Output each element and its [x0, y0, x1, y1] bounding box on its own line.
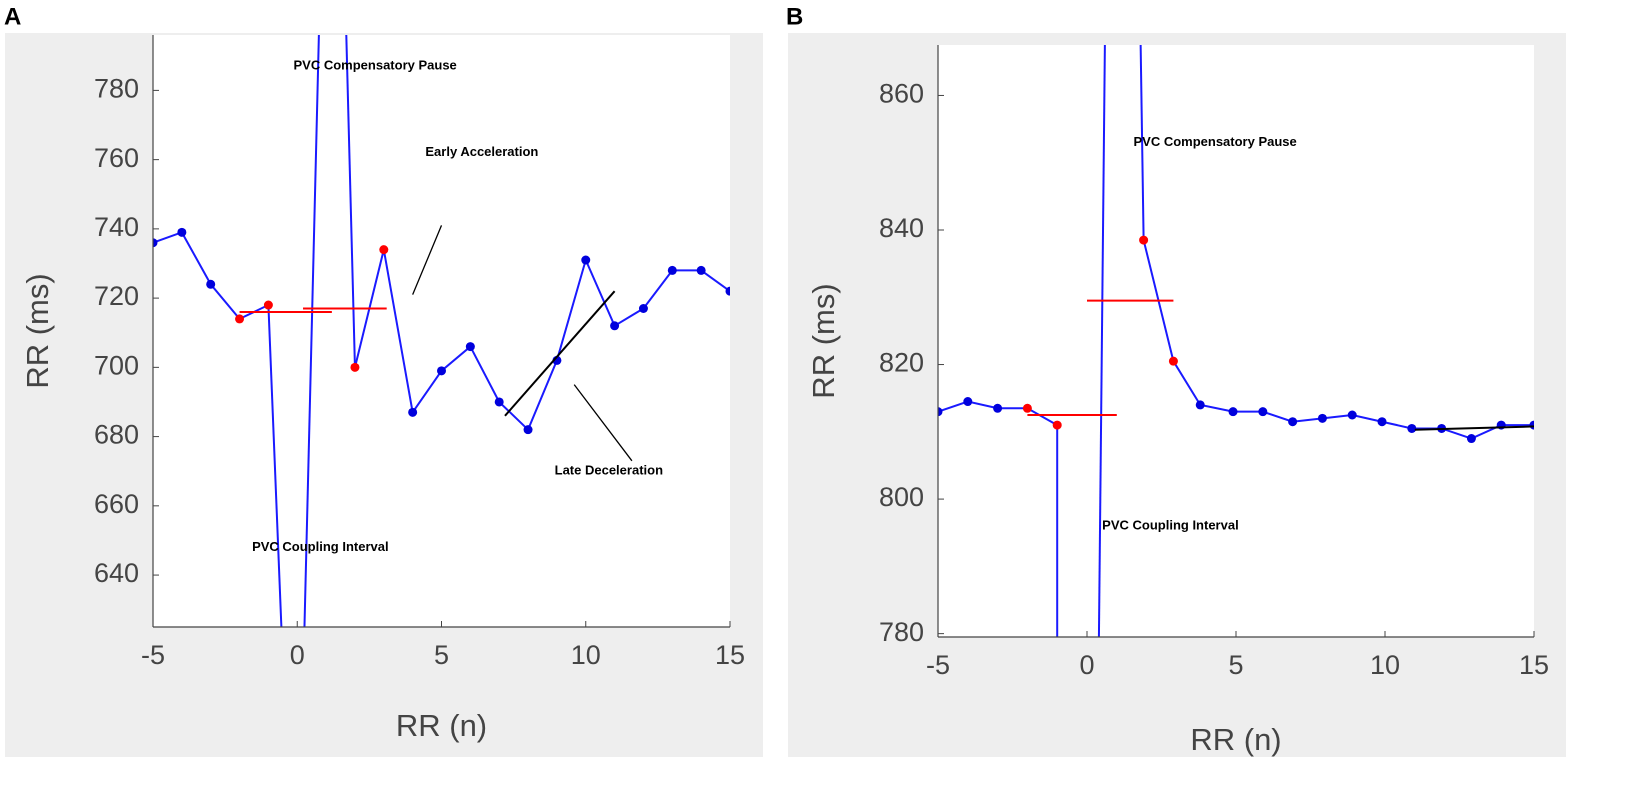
annotation-pointer	[412, 225, 443, 295]
y-tick-label: 780	[879, 617, 924, 647]
highlight-point	[379, 245, 389, 255]
chart-panel-a: A 640 660 680 700 720 740 760 780 -5 0 5 10 15 RR (n) R…	[4, 3, 763, 757]
data-point	[1195, 400, 1205, 410]
data-point	[1407, 423, 1417, 433]
y-tick-label: 760	[94, 143, 139, 173]
series-line-pause	[1139, 45, 1145, 241]
data-point	[177, 227, 187, 237]
series-line-coupling	[267, 304, 283, 627]
data-point	[938, 407, 943, 417]
y-tick-label: 800	[879, 482, 924, 512]
series-line-gap	[303, 35, 320, 627]
x-tick-label: -5	[141, 640, 165, 670]
series-line-post-PVC	[353, 249, 730, 432]
highlight-point	[263, 300, 273, 310]
plot-area	[938, 45, 1534, 637]
annotation-pointer	[573, 384, 633, 462]
highlight-point	[1139, 235, 1149, 245]
data-point	[494, 397, 504, 407]
data-point	[610, 321, 620, 331]
annotation-label: PVC Coupling Interval	[252, 539, 389, 554]
data-point	[1377, 417, 1387, 427]
y-tick-label: 660	[94, 489, 139, 519]
data-point	[667, 265, 677, 275]
y-axis-label: RR (ms)	[20, 273, 55, 388]
annotation-label: Late Deceleration	[555, 463, 663, 478]
y-tick-label: 860	[879, 79, 924, 109]
data-point	[638, 303, 648, 313]
data-point	[581, 255, 591, 265]
series-line-pause	[345, 35, 356, 368]
y-tick-label: 640	[94, 558, 139, 588]
annotation-label: Early Acceleration	[425, 144, 538, 159]
highlight-point	[235, 314, 245, 324]
highlight-point	[1052, 420, 1062, 430]
x-tick-label: -5	[926, 650, 950, 680]
panel-label: A	[4, 3, 21, 30]
data-point	[153, 238, 158, 248]
panel-label: B	[786, 3, 803, 30]
annotation-label: PVC Compensatory Pause	[294, 58, 457, 73]
y-tick-label: 780	[94, 74, 139, 104]
data-point	[963, 397, 973, 407]
y-tick-label: 740	[94, 212, 139, 242]
data-point	[696, 265, 706, 275]
highlight-point	[1022, 403, 1032, 413]
plot-area	[153, 35, 730, 627]
data-point	[1258, 407, 1268, 417]
x-tick-label: 15	[715, 640, 745, 670]
x-tick-label: 5	[434, 640, 449, 670]
data-point	[1466, 434, 1476, 444]
data-point	[437, 366, 446, 376]
trend-fit-line	[1414, 425, 1534, 431]
data-point	[1288, 417, 1298, 427]
y-tick-label: 720	[94, 281, 139, 311]
data-point	[993, 403, 1003, 413]
plot-content	[938, 45, 1534, 637]
trend-fit-line	[504, 290, 616, 417]
data-point	[465, 342, 475, 352]
data-point	[1228, 407, 1238, 417]
x-axis-label: RR (n)	[396, 708, 487, 743]
y-axis-label: RR (ms)	[806, 283, 841, 398]
highlight-point	[350, 362, 360, 372]
data-point	[523, 425, 533, 435]
data-point	[1317, 413, 1327, 423]
data-point	[725, 286, 730, 296]
x-tick-label: 0	[290, 640, 305, 670]
data-point	[1347, 410, 1357, 420]
series-line-gap	[1097, 45, 1106, 637]
data-point	[206, 279, 216, 289]
data-point	[408, 407, 418, 417]
y-tick-label: 840	[879, 213, 924, 243]
x-tick-label: 10	[571, 640, 601, 670]
x-tick-label: 10	[1370, 650, 1400, 680]
plot-content	[153, 35, 730, 627]
highlight-point	[1168, 356, 1178, 366]
x-tick-label: 0	[1079, 650, 1094, 680]
annotation-label: PVC Compensatory Pause	[1133, 134, 1296, 149]
y-tick-label: 680	[94, 420, 139, 450]
x-axis-label: RR (n)	[1190, 722, 1281, 757]
y-tick-label: 820	[879, 348, 924, 378]
x-tick-label: 15	[1519, 650, 1549, 680]
series-line-post-PVC	[1142, 239, 1534, 440]
y-tick-label: 700	[94, 350, 139, 380]
chart-panel-b: B 780 800 820 840 860 -5 0 5 10 15 RR (n) RR (ms) PVC…	[786, 3, 1566, 757]
annotation-label: PVC Coupling Interval	[1102, 517, 1239, 532]
x-tick-label: 5	[1228, 650, 1243, 680]
